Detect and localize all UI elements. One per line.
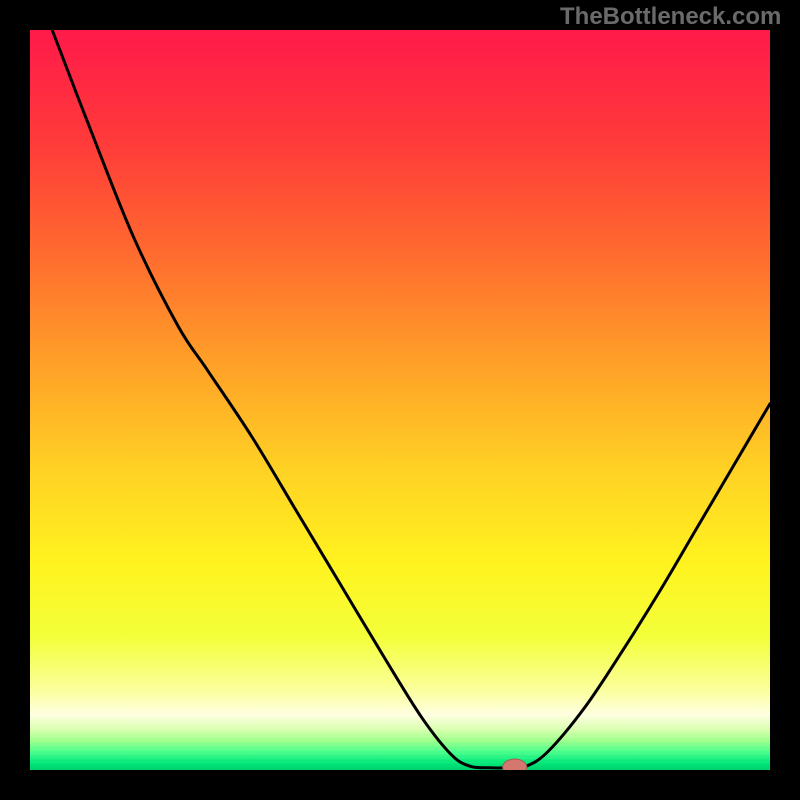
plot-background xyxy=(30,30,770,770)
chart-canvas: TheBottleneck.com xyxy=(0,0,800,800)
watermark-text: TheBottleneck.com xyxy=(560,3,781,31)
bottleneck-chart xyxy=(0,0,800,800)
